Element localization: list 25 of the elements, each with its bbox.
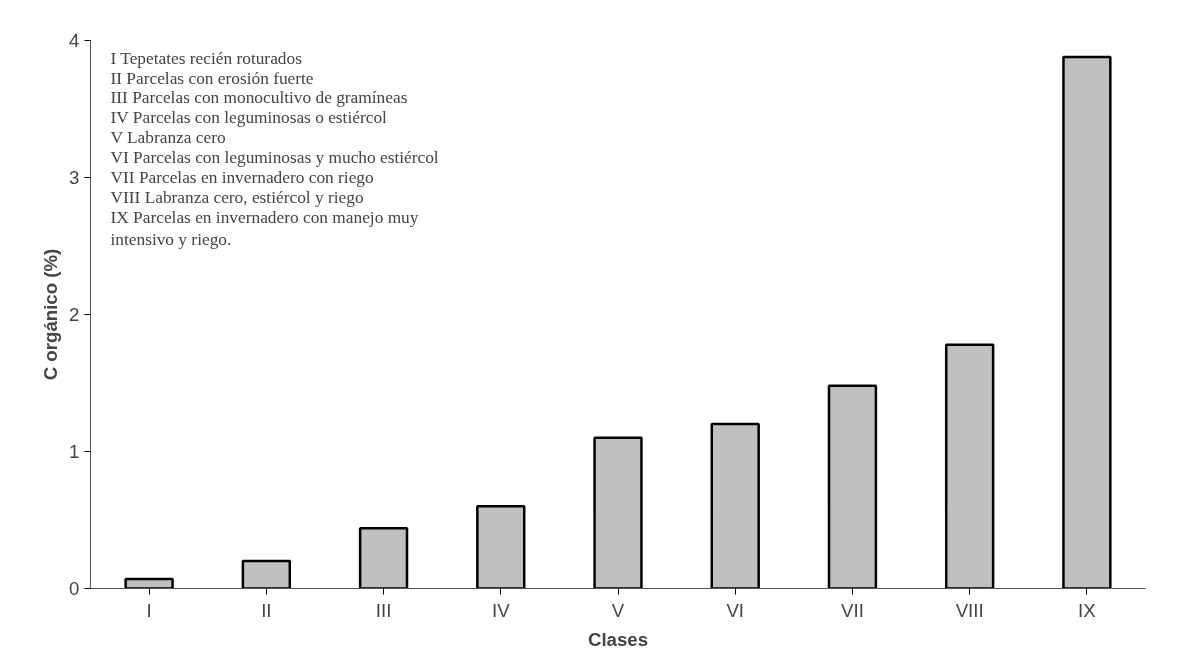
y-tick-label: 1 bbox=[69, 441, 80, 462]
x-tick-label: V bbox=[611, 599, 625, 621]
x-tick-label: VI bbox=[726, 599, 745, 621]
x-tick-label: IV bbox=[491, 599, 511, 621]
annotation: III Parcelas con monocultivo de gramíneas bbox=[110, 88, 408, 108]
annotation: I Tepetates recién roturados bbox=[110, 48, 303, 68]
annotation: VI Parcelas con leguminosas y mucho estiércol bbox=[110, 148, 439, 168]
x-tick-label: VIII bbox=[955, 599, 984, 621]
annotation: VII Parcelas en invernadero con riego bbox=[110, 167, 374, 187]
annotation: IV Parcelas con leguminosas o estiércol bbox=[110, 108, 388, 128]
x-tick-label: VII bbox=[841, 599, 864, 621]
annotation: V Labranza cero bbox=[110, 128, 226, 148]
annotation: II Parcelas con erosión fuerte bbox=[110, 68, 314, 88]
annotation: VIII Labranza cero, estiércol y riego bbox=[110, 187, 364, 207]
y-tick-label: 4 bbox=[69, 30, 80, 51]
y-tick-label: 2 bbox=[69, 304, 80, 325]
y-tick-label: 0 bbox=[69, 578, 80, 599]
x-tick-label: I bbox=[146, 599, 152, 621]
x-tick-label: II bbox=[261, 599, 272, 621]
y-tick-label: 3 bbox=[69, 167, 80, 188]
x-tick-label: IX bbox=[1078, 599, 1097, 621]
y-axis-title: C orgánico (%) bbox=[40, 248, 62, 381]
annotation: IX Parcelas en invernadero con manejo muy intensivo y riego. bbox=[110, 207, 419, 250]
x-tick-label: III bbox=[375, 599, 392, 621]
x-axis-title: Clases bbox=[587, 628, 649, 650]
